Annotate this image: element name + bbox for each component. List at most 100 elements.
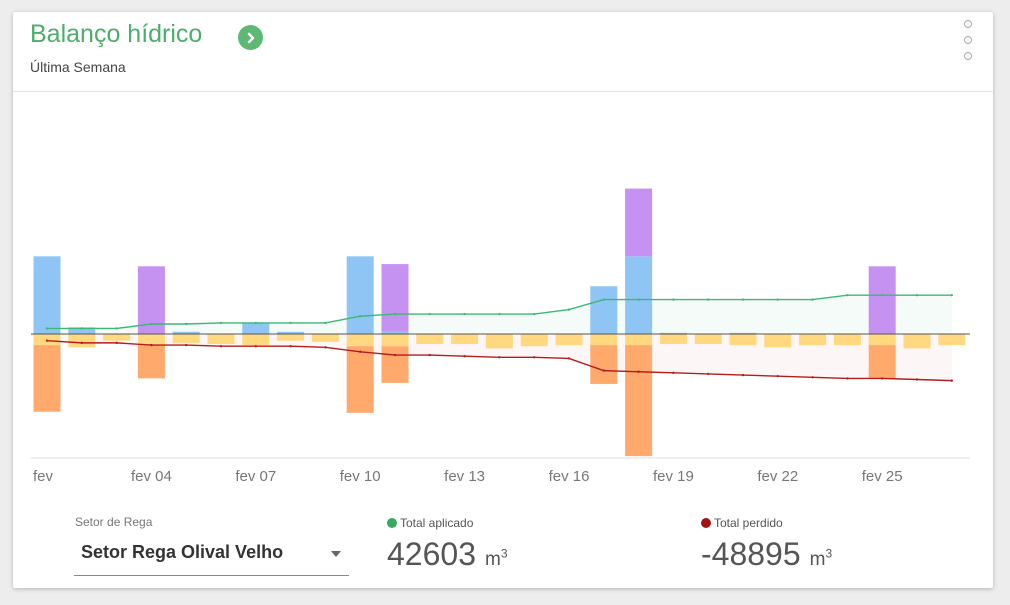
bar-loss_small-day-6	[207, 334, 235, 344]
kebab-menu-icon[interactable]	[961, 20, 975, 60]
bar-irrigation-day-7	[242, 322, 270, 334]
bar-loss_large-day-18	[625, 345, 653, 457]
lost-point-day-5	[185, 343, 188, 347]
bar-loss_small-day-13	[451, 334, 479, 344]
applied-label: Total aplicado	[387, 516, 473, 530]
lost-point-day-10	[359, 350, 362, 353]
x-tick-label-7: fev 22	[757, 468, 798, 485]
x-tick-label-2: fev 07	[235, 468, 276, 485]
applied-point-day-3	[115, 327, 118, 330]
bar-loss_small-day-16	[555, 334, 583, 346]
applied-point-day-19	[672, 298, 675, 301]
applied-point-day-21	[741, 298, 745, 301]
bar-loss_small-day-22	[764, 334, 792, 348]
sector-select[interactable]: Setor Rega Olival Velho	[74, 532, 349, 576]
lost-value: -48895 m3	[701, 536, 832, 573]
applied-point-day-15	[533, 312, 536, 316]
lost-point-day-16	[567, 357, 571, 360]
bar-loss_small-day-21	[729, 334, 757, 346]
lost-point-day-2	[80, 341, 84, 345]
bar-loss_small-day-24	[833, 334, 861, 346]
lost-point-day-23	[811, 376, 814, 379]
applied-value: 42603 m3	[387, 536, 508, 573]
lost-point-day-4	[150, 343, 153, 347]
x-tick-label-1: fev 04	[131, 468, 172, 485]
applied-point-day-22	[776, 298, 779, 301]
bar-loss_small-day-15	[520, 334, 548, 347]
bar-loss_large-day-4	[137, 345, 165, 379]
bar-rain-day-25	[868, 266, 896, 334]
applied-value-number: 42603	[387, 536, 476, 572]
bar-loss_small-day-25	[868, 334, 896, 346]
lost-label: Total perdido	[701, 516, 783, 530]
bar-loss_large-day-1	[33, 345, 61, 412]
bar-loss_small-day-5	[172, 334, 200, 343]
bar-loss_small-day-17	[590, 334, 618, 346]
bar-rain-day-18	[625, 188, 653, 257]
bar-irrigation-day-19	[659, 332, 687, 334]
lost-point-day-14	[498, 356, 501, 359]
bar-loss_small-day-4	[137, 334, 165, 346]
chevron-right-circle-icon[interactable]	[238, 25, 263, 50]
x-tick-label-4: fev 13	[444, 468, 485, 485]
lost-point-day-13	[463, 355, 466, 358]
bar-rain-day-11	[381, 264, 409, 332]
applied-point-day-18	[637, 298, 640, 301]
lost-point-day-18	[637, 370, 640, 373]
water-balance-card: Balanço hídrico Última Semana fev fev 04 f…	[13, 12, 993, 588]
header-divider	[13, 91, 993, 92]
applied-point-day-20	[707, 298, 710, 301]
applied-point-day-4	[150, 322, 153, 326]
applied-point-day-14	[498, 312, 501, 316]
bar-irrigation-day-17	[590, 286, 618, 334]
card-subtitle: Última Semana	[30, 59, 126, 75]
applied-point-day-17	[602, 298, 605, 301]
lost-point-day-9	[324, 346, 327, 349]
lost-point-day-21	[741, 373, 745, 377]
x-tick-label-5: fev 16	[549, 468, 590, 485]
x-tick-label-3: fev 10	[340, 468, 381, 485]
lost-point-day-12	[428, 353, 431, 357]
bar-loss_small-day-12	[416, 334, 444, 344]
lost-point-day-7	[254, 345, 257, 348]
applied-label-text: Total aplicado	[400, 516, 474, 530]
bar-loss_small-day-2	[68, 334, 96, 348]
bar-loss_small-day-11	[381, 334, 409, 347]
bar-loss_small-day-14	[485, 334, 513, 349]
bar-loss_small-day-10	[346, 334, 374, 347]
lost-dot-icon	[701, 518, 711, 528]
applied-point-day-11	[393, 312, 397, 316]
lost-point-day-6	[219, 345, 223, 348]
caret-down-icon	[331, 551, 341, 557]
lost-point-day-20	[707, 372, 710, 376]
lost-point-day-22	[776, 374, 779, 378]
applied-point-day-10	[359, 315, 362, 318]
bar-irrigation-day-21	[729, 332, 757, 334]
applied-point-day-12	[428, 312, 431, 316]
applied-point-day-6	[219, 321, 223, 325]
applied-point-day-23	[811, 298, 814, 301]
applied-point-day-24	[846, 293, 849, 297]
bar-irrigation-day-5	[172, 331, 200, 334]
applied-point-day-27	[950, 293, 953, 297]
applied-point-day-25	[881, 293, 884, 297]
bar-loss_small-day-7	[242, 334, 270, 346]
lost-point-day-3	[115, 341, 118, 345]
lost-unit: m3	[809, 546, 833, 570]
bar-loss_small-day-27	[938, 334, 966, 346]
lost-point-day-25	[881, 377, 884, 380]
card-title: Balanço hídrico	[30, 20, 203, 48]
bar-irrigation-day-18	[625, 256, 653, 334]
bar-loss_small-day-26	[903, 334, 931, 349]
bar-irrigation-day-8	[277, 331, 305, 334]
bar-rain-day-4	[137, 266, 165, 334]
bar-loss_small-day-8	[277, 334, 305, 341]
applied-point-day-1	[45, 327, 49, 330]
bar-loss_large-day-25	[868, 345, 896, 379]
applied-point-day-16	[567, 308, 571, 311]
applied-point-day-9	[324, 321, 327, 325]
bar-irrigation-day-11	[381, 331, 409, 334]
bar-loss_small-day-19	[659, 334, 687, 344]
chevron-right-icon	[247, 32, 254, 43]
lost-point-day-1	[45, 339, 49, 342]
